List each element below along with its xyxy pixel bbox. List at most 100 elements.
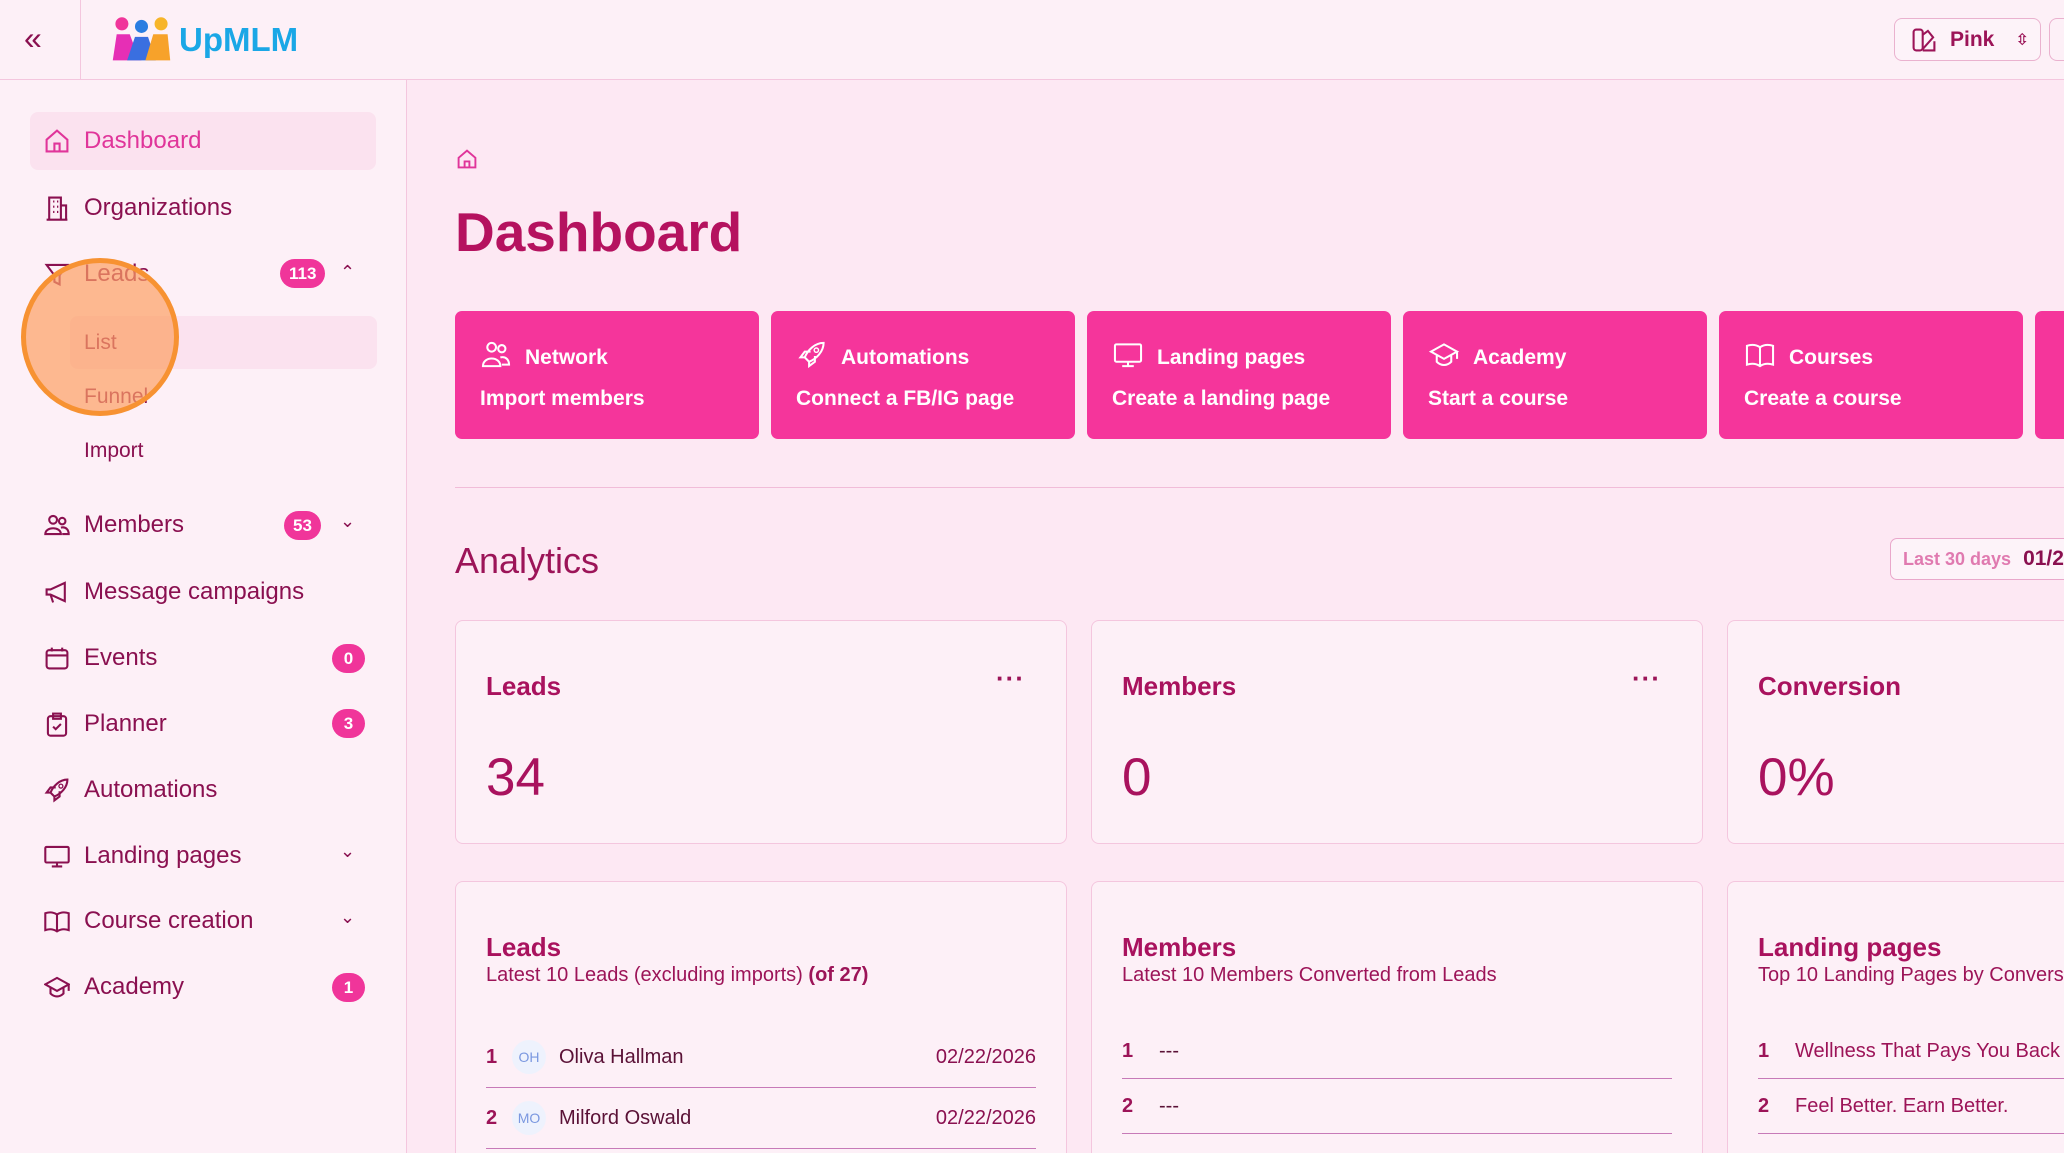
sidebar-item-label: Events <box>84 644 158 671</box>
sidebar-item-label: Message campaigns <box>84 578 305 605</box>
lead-name: Oliva Hallman <box>559 1045 684 1068</box>
monitor-icon <box>42 842 71 871</box>
table-row[interactable]: 2 MO Milford Oswald 02/22/2026 <box>486 1088 1036 1149</box>
more-options-icon[interactable]: ··· <box>996 663 1025 693</box>
megaphone-icon <box>42 578 71 607</box>
leads-count-badge: 113 <box>280 259 326 288</box>
row-number: 2 <box>486 1106 498 1129</box>
sidebar-subitem-import[interactable]: Import <box>84 438 144 462</box>
stat-card-leads: Leads ··· 34 <box>455 620 1067 844</box>
chevron-down-icon[interactable]: ⌄ <box>340 841 356 861</box>
sidebar-item-label: Organizations <box>84 194 233 221</box>
sidebar-item-automations[interactable]: Automations <box>30 761 376 819</box>
quick-action-network[interactable]: Network Import members <box>455 311 759 439</box>
sidebar-item-label: Automations <box>84 776 218 803</box>
table-row[interactable]: 2 Feel Better. Earn Better. <box>1758 1079 2064 1134</box>
sidebar-item-label: Landing pages <box>84 842 242 869</box>
sidebar-item-academy[interactable]: Academy <box>30 958 376 1016</box>
chevron-down-icon[interactable]: ⌄ <box>340 907 356 927</box>
sidebar-item-label: Members <box>84 511 185 538</box>
sidebar-item-organizations[interactable]: Organizations <box>30 179 376 237</box>
sidebar-item-planner[interactable]: Planner <box>30 695 376 753</box>
theme-selector[interactable]: Pink ⇳ <box>1894 18 2041 61</box>
users-icon <box>42 511 71 540</box>
graduation-cap-icon <box>42 973 71 1002</box>
lead-name: Milford Oswald <box>559 1106 692 1129</box>
quick-action-label: Create a course <box>1744 387 1902 410</box>
chevron-down-icon[interactable]: ⌄ <box>340 511 356 531</box>
stat-value: 34 <box>486 748 545 807</box>
sidebar-item-label: Dashboard <box>84 127 202 154</box>
latest-members-card: Members Latest 10 Members Converted from… <box>1091 881 1703 1153</box>
graduation-cap-icon <box>1428 340 1460 375</box>
breadcrumb-home-icon[interactable] <box>455 147 479 171</box>
sidebar-item-events[interactable]: Events <box>30 629 376 687</box>
date-range-picker[interactable]: Last 30 days 01/2 <box>1890 538 2064 580</box>
row-number: 2 <box>1122 1094 1134 1117</box>
leads-total-count: (of 27) <box>808 964 869 986</box>
users-icon <box>480 340 512 375</box>
more-options-icon[interactable]: ··· <box>1632 663 1661 693</box>
header-button[interactable] <box>2049 18 2064 61</box>
palette-icon <box>1912 28 1936 51</box>
subtitle-text: Latest 10 Leads (excluding imports) <box>486 964 803 986</box>
book-icon <box>42 907 71 936</box>
logo-icon <box>112 17 171 61</box>
sidebar-item-label: Planner <box>84 710 167 737</box>
card-subtitle: Latest 10 Members Converted from Leads <box>1122 964 1497 986</box>
members-count-badge: 53 <box>284 511 321 540</box>
quick-action-label: Start a course <box>1428 387 1569 410</box>
calendar-icon <box>42 644 71 673</box>
quick-action-landing-pages[interactable]: Landing pages Create a landing page <box>1087 311 1391 439</box>
divider <box>455 487 2064 488</box>
sidebar-item-landing-pages[interactable]: Landing pages <box>30 827 376 885</box>
card-title: Landing pages <box>1758 932 1942 962</box>
table-row[interactable]: 1 Wellness That Pays You Back <box>1758 1024 2064 1079</box>
planner-count-badge: 3 <box>332 709 365 738</box>
events-count-badge: 0 <box>332 644 365 673</box>
row-number: 1 <box>486 1045 498 1068</box>
table-row[interactable]: 2 --- <box>1122 1079 1672 1134</box>
sidebar-item-message-campaigns[interactable]: Message campaigns <box>30 563 376 621</box>
quick-action-label: Import members <box>480 387 645 410</box>
quick-action-title: Landing pages <box>1157 345 1306 369</box>
top-landing-pages-card: Landing pages Top 10 Landing Pages by Co… <box>1727 881 2064 1153</box>
stat-value: 0% <box>1758 748 1835 807</box>
quick-action-more[interactable] <box>2035 311 2064 439</box>
chevron-up-icon[interactable]: ⌃ <box>340 262 356 282</box>
table-row[interactable]: 1 --- <box>1122 1024 1672 1079</box>
sidebar-item-course-creation[interactable]: Course creation <box>30 892 376 950</box>
sidebar-item-label: Course creation <box>84 907 254 934</box>
card-subtitle: Top 10 Landing Pages by Convers <box>1758 964 2064 986</box>
member-name: --- <box>1159 1094 1179 1117</box>
updown-chevron-icon: ⇳ <box>2015 31 2029 49</box>
table-row[interactable]: 1 OH Oliva Hallman 02/22/2026 <box>486 1027 1036 1088</box>
quick-action-academy[interactable]: Academy Start a course <box>1403 311 1707 439</box>
latest-leads-card: Leads Latest 10 Leads (excluding imports… <box>455 881 1067 1153</box>
stat-label: Conversion <box>1758 671 1902 701</box>
quick-action-label: Create a landing page <box>1112 387 1331 410</box>
theme-label: Pink <box>1950 27 1995 51</box>
page-title: Dashboard <box>455 201 743 263</box>
book-icon <box>1744 340 1776 375</box>
quick-action-automations[interactable]: Automations Connect a FB/IG page <box>771 311 1075 439</box>
sidebar-item-label: Academy <box>84 973 185 1000</box>
avatar: MO <box>512 1101 546 1135</box>
collapse-sidebar-button[interactable]: « <box>24 20 42 56</box>
clipboard-icon <box>42 710 71 739</box>
sidebar-item-dashboard[interactable]: Dashboard <box>30 112 376 170</box>
quick-action-courses[interactable]: Courses Create a course <box>1719 311 2023 439</box>
landing-page-name: Feel Better. Earn Better. <box>1795 1094 2009 1117</box>
quick-action-title: Courses <box>1789 345 1874 369</box>
rocket-icon <box>796 340 828 375</box>
building-icon <box>42 194 71 223</box>
row-number: 1 <box>1122 1039 1134 1062</box>
top-bar <box>0 0 2064 80</box>
academy-count-badge: 1 <box>332 973 365 1002</box>
divider <box>80 0 81 80</box>
card-subtitle: Latest 10 Leads (excluding imports) (of … <box>486 964 868 987</box>
click-indicator <box>21 258 179 416</box>
quick-action-label: Connect a FB/IG page <box>796 387 1015 410</box>
sidebar-item-members[interactable]: Members <box>30 496 376 554</box>
stat-value: 0 <box>1122 748 1152 807</box>
